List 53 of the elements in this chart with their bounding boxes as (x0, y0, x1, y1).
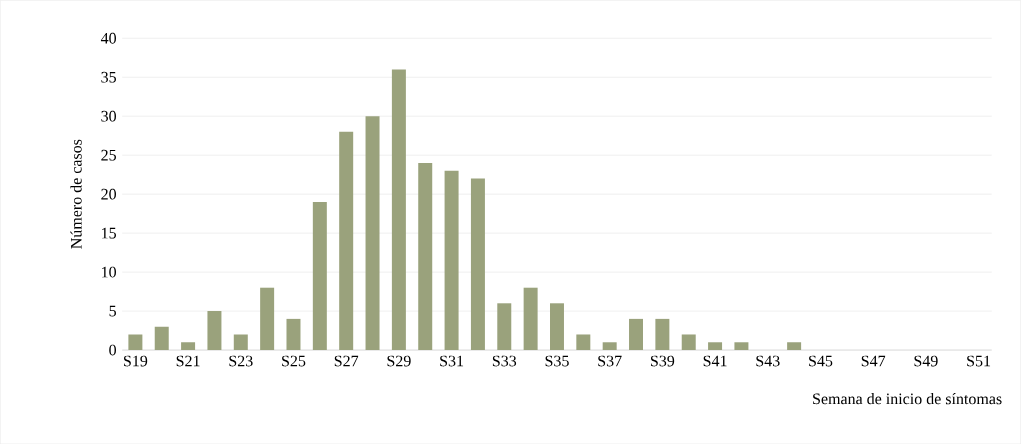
bar (286, 318, 301, 350)
bar (128, 334, 143, 350)
x-tick-label: S27 (334, 355, 359, 367)
x-tick-label: S33 (492, 355, 517, 367)
x-tick-label: S25 (282, 355, 306, 367)
bar (154, 326, 169, 350)
bar (734, 342, 749, 350)
x-tick-label: S35 (545, 355, 569, 367)
x-tick-label: S41 (703, 355, 727, 367)
bar (470, 178, 485, 350)
y-tick-label: 30 (101, 110, 116, 122)
bar (497, 303, 512, 350)
x-tick-label: S19 (124, 355, 148, 367)
bar (365, 116, 380, 350)
bar (418, 162, 433, 350)
x-tick-label: S31 (440, 355, 464, 367)
y-tick-label: 25 (101, 149, 116, 161)
bar (681, 334, 696, 350)
bar (602, 342, 617, 350)
x-tick-label: S37 (598, 355, 622, 367)
bar (787, 342, 802, 350)
bar (207, 310, 222, 350)
x-tick-label: S47 (861, 355, 886, 367)
x-axis-title: Semana de inicio de síntomas (813, 392, 1002, 405)
bar (391, 69, 406, 350)
bar (312, 201, 327, 350)
y-tick-label: 5 (109, 305, 116, 317)
y-tick-label: 20 (101, 188, 116, 200)
y-tick-label: 15 (102, 227, 116, 239)
bar (444, 170, 459, 350)
x-tick-label: S45 (809, 355, 833, 367)
y-tick-label: 40 (100, 32, 116, 44)
y-axis-title: Número de casos (70, 139, 82, 249)
x-tick-label: S23 (229, 355, 253, 367)
bar (629, 318, 644, 350)
bar (339, 131, 354, 350)
bar (260, 287, 275, 350)
bar (708, 342, 723, 350)
y-tick-label: 10 (102, 266, 116, 278)
bar (181, 342, 196, 350)
x-tick-label: S43 (756, 355, 780, 367)
x-tick-label: S49 (914, 355, 938, 367)
y-tick-label: 35 (101, 71, 116, 83)
bar (523, 287, 538, 350)
x-tick-label: S39 (651, 355, 675, 367)
bar (655, 318, 670, 350)
x-tick-label: S51 (967, 355, 991, 367)
bar (576, 334, 591, 350)
bar (233, 334, 248, 350)
y-tick-label: 0 (109, 344, 116, 356)
x-tick-label: S29 (387, 355, 411, 367)
x-tick-label: S21 (176, 355, 200, 367)
bar (549, 303, 564, 350)
